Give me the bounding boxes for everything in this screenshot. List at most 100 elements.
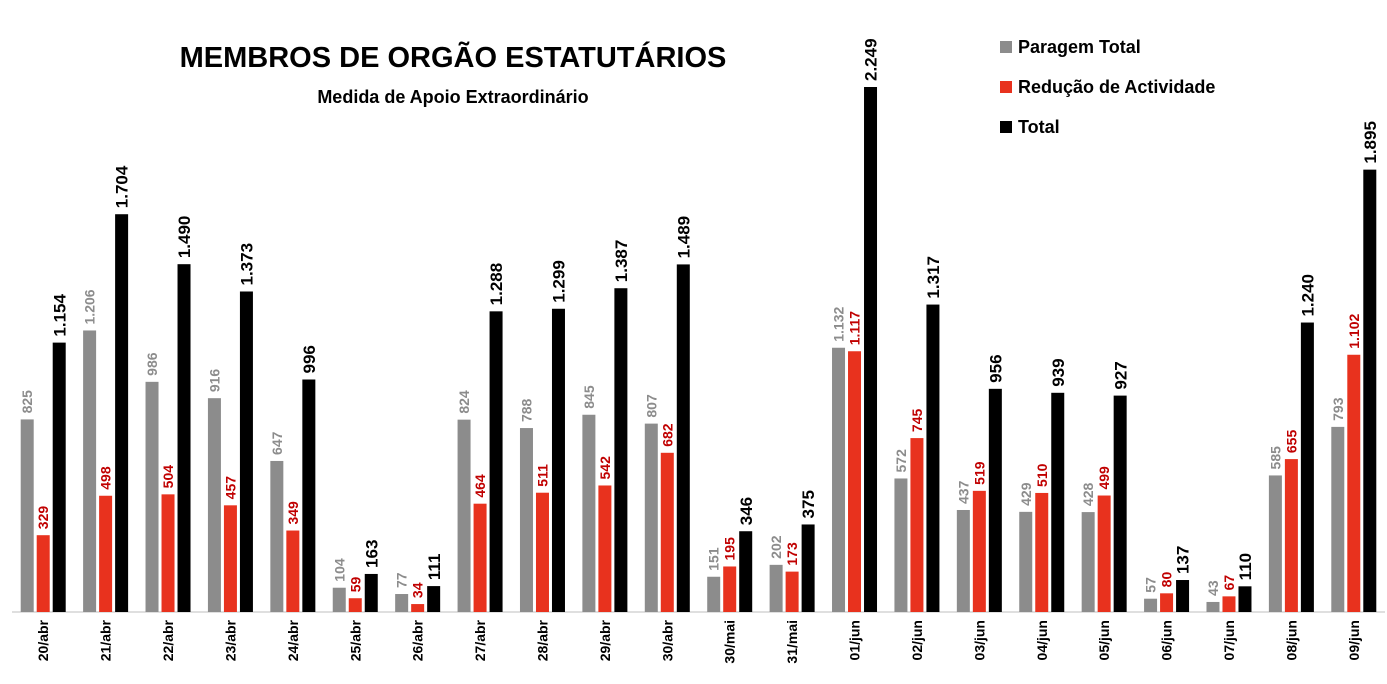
- bar: [832, 347, 846, 612]
- data-label: 1.895: [1361, 121, 1380, 164]
- data-label: 59: [347, 576, 363, 592]
- bar: [1113, 395, 1127, 612]
- data-label: 1.206: [82, 289, 98, 324]
- bar: [801, 524, 815, 612]
- bar: [99, 495, 113, 612]
- bar: [177, 264, 191, 612]
- bar: [707, 576, 721, 612]
- data-label: 457: [222, 476, 238, 500]
- data-label: 1.132: [831, 307, 847, 342]
- data-label: 195: [722, 537, 738, 561]
- bar: [36, 535, 50, 612]
- data-label: 1.117: [847, 311, 863, 345]
- x-tick-label: 05/jun: [1096, 620, 1112, 660]
- data-label: 788: [519, 398, 535, 422]
- bar: [1081, 512, 1095, 612]
- data-label: 1.387: [612, 240, 631, 283]
- data-label: 845: [581, 385, 597, 409]
- data-label: 647: [269, 431, 285, 455]
- bar: [785, 571, 799, 612]
- x-tick-label: 06/jun: [1159, 620, 1175, 660]
- data-label: 137: [1174, 546, 1193, 574]
- data-label: 1.373: [238, 243, 257, 286]
- x-tick-label: 30/mai: [722, 620, 738, 664]
- x-tick-label: 26/abr: [410, 619, 426, 661]
- bar: [161, 494, 175, 612]
- bar: [926, 304, 940, 612]
- data-label: 1.317: [924, 256, 943, 299]
- bar: [519, 428, 533, 612]
- data-label: 349: [285, 501, 301, 525]
- bar: [286, 530, 300, 612]
- chart-title: MEMBROS DE ORGÃO ESTATUTÁRIOS: [180, 40, 727, 74]
- x-tick-label: 23/abr: [222, 619, 238, 661]
- bar: [270, 460, 284, 612]
- bar: [489, 311, 503, 612]
- bar: [1160, 593, 1174, 612]
- x-tick-label: 25/abr: [347, 619, 363, 661]
- data-label: 437: [955, 480, 971, 504]
- x-tick-label: 02/jun: [909, 620, 925, 660]
- x-tick-label: 07/jun: [1221, 620, 1237, 660]
- x-tick-label: 29/abr: [597, 619, 613, 661]
- bar: [614, 288, 628, 612]
- x-tick-label: 04/jun: [1034, 620, 1050, 660]
- bar: [1238, 586, 1252, 612]
- data-label: 504: [160, 465, 176, 489]
- bar: [52, 342, 66, 612]
- data-label: 807: [643, 394, 659, 418]
- bar: [956, 509, 970, 612]
- bar: [411, 604, 425, 612]
- data-label: 1.299: [550, 260, 569, 303]
- bar: [988, 388, 1002, 612]
- data-label: 511: [535, 464, 551, 487]
- data-label: 34: [410, 582, 426, 598]
- data-label: 655: [1283, 430, 1299, 454]
- data-label: 996: [300, 345, 319, 373]
- data-label: 682: [659, 423, 675, 447]
- bar: [972, 490, 986, 612]
- data-label: 329: [35, 506, 51, 530]
- data-label: 542: [597, 456, 613, 480]
- bar: [239, 291, 253, 612]
- data-label: 927: [1111, 361, 1130, 389]
- bar: [1284, 459, 1298, 612]
- x-tick-label: 22/abr: [160, 619, 176, 661]
- data-label: 151: [706, 547, 722, 571]
- bar: [582, 414, 596, 612]
- data-label: 110: [1236, 553, 1255, 580]
- data-label: 43: [1205, 580, 1221, 596]
- bar: [551, 308, 565, 612]
- bar: [1268, 475, 1282, 612]
- data-label: 1.102: [1346, 314, 1362, 349]
- data-label: 585: [1267, 446, 1283, 470]
- x-tick-label: 21/abr: [98, 619, 114, 661]
- bar: [598, 485, 612, 612]
- data-label: 80: [1159, 572, 1175, 588]
- legend-swatch: [1000, 81, 1012, 93]
- chart-subtitle: Medida de Apoio Extraordinário: [317, 87, 588, 107]
- bar: [1347, 354, 1361, 612]
- x-tick-label: 09/jun: [1346, 620, 1362, 660]
- data-label: 57: [1143, 577, 1159, 593]
- data-label: 163: [362, 540, 381, 568]
- data-label: 429: [1018, 482, 1034, 506]
- x-tick-label: 31/mai: [784, 620, 800, 664]
- data-label: 1.154: [50, 294, 69, 337]
- data-label: 572: [893, 449, 909, 473]
- bar: [395, 594, 409, 612]
- data-label: 1.288: [487, 263, 506, 306]
- bar: [115, 214, 129, 612]
- data-label: 202: [768, 535, 784, 559]
- bar: [20, 419, 34, 612]
- x-tick-label: 03/jun: [971, 620, 987, 660]
- bar: [427, 586, 441, 612]
- bar: [1035, 492, 1049, 612]
- data-label: 1.490: [175, 216, 194, 259]
- bar: [473, 503, 487, 612]
- x-tick-label: 28/abr: [534, 619, 550, 661]
- data-label: 428: [1080, 483, 1096, 507]
- bar: [910, 438, 924, 612]
- data-label: 104: [331, 558, 347, 582]
